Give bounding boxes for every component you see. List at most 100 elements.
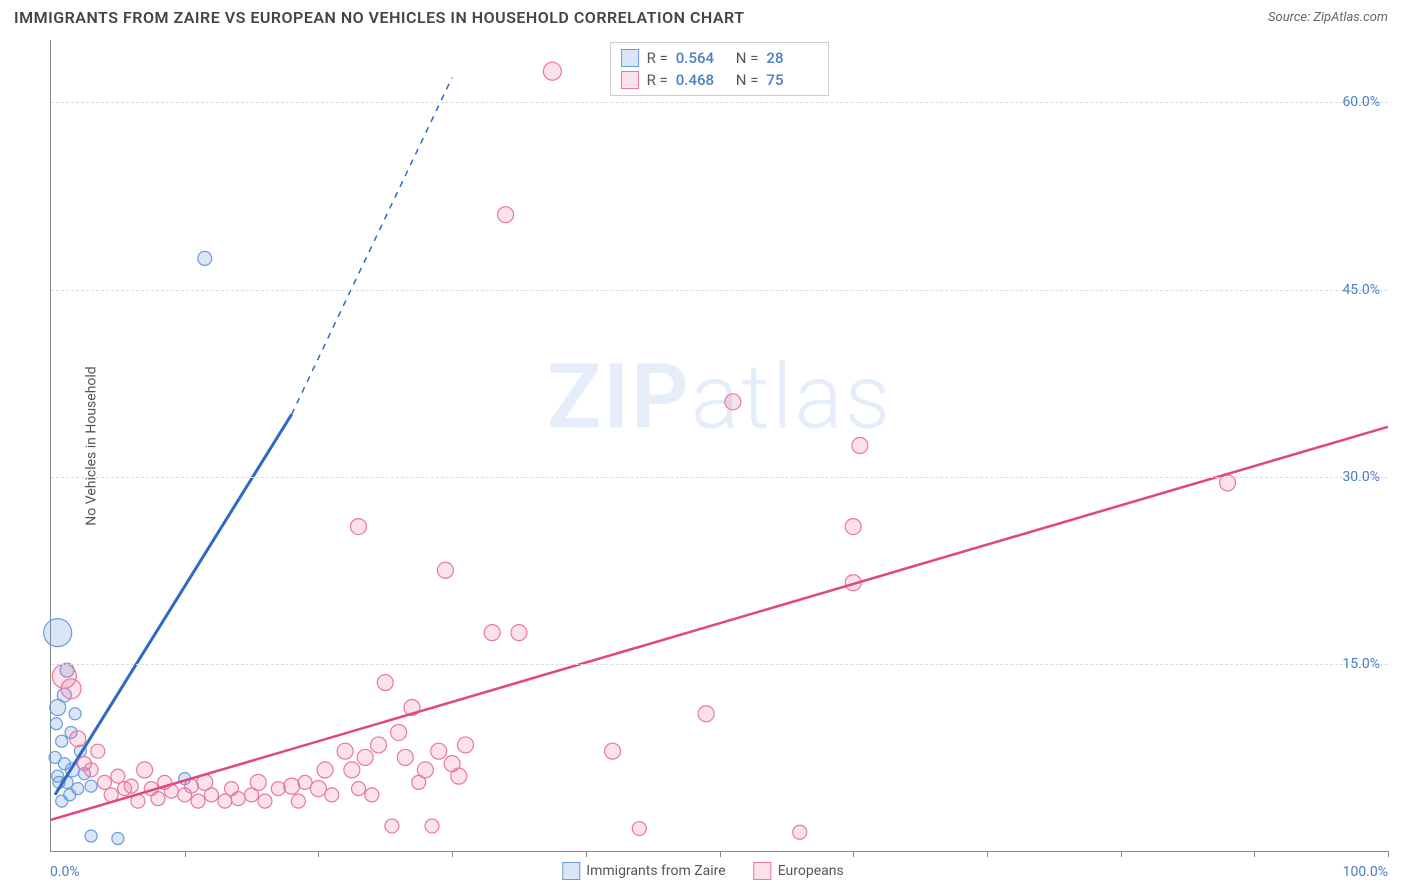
scatter-svg: [51, 40, 1388, 851]
grid-line: [51, 290, 1388, 291]
data-point: [357, 749, 373, 765]
data-point: [85, 830, 97, 842]
grid-line: [51, 477, 1388, 478]
x-tick-mark: [318, 851, 319, 857]
x-tick-mark: [1121, 851, 1122, 857]
r-label: R =: [647, 71, 668, 89]
data-point: [61, 679, 81, 699]
data-point: [291, 794, 305, 808]
data-point: [50, 718, 62, 730]
x-tick-mark: [987, 851, 988, 857]
data-point: [50, 700, 66, 716]
data-point: [397, 749, 413, 765]
data-point: [344, 762, 360, 778]
swatch-icon: [562, 862, 580, 880]
stats-legend: R = 0.564 N = 28 R = 0.468 N = 75: [610, 42, 830, 96]
data-point: [218, 794, 232, 808]
data-point: [317, 762, 333, 778]
data-point: [391, 724, 407, 740]
x-tick-mark: [720, 851, 721, 857]
data-point: [352, 782, 366, 796]
n-value: 28: [766, 49, 818, 67]
x-tick-mark: [853, 851, 854, 857]
data-point: [271, 782, 285, 796]
data-point: [337, 743, 353, 759]
data-point: [91, 744, 105, 758]
stats-row: R = 0.468 N = 75: [621, 69, 819, 91]
plot-area: ZIPatlas R = 0.564 N = 28 R = 0.468 N = …: [50, 40, 1388, 852]
data-point: [137, 762, 153, 778]
data-point: [371, 737, 387, 753]
data-point: [310, 781, 326, 797]
data-point: [417, 762, 433, 778]
data-point: [605, 743, 621, 759]
stats-row: R = 0.564 N = 28: [621, 47, 819, 69]
data-point: [698, 706, 714, 722]
n-label: N =: [736, 71, 759, 89]
data-point: [852, 438, 868, 454]
data-point: [385, 819, 399, 833]
x-tick-mark: [1254, 851, 1255, 857]
data-point: [250, 774, 266, 790]
chart-title: IMMIGRANTS FROM ZAIRE VS EUROPEAN NO VEH…: [14, 8, 745, 27]
data-point: [151, 792, 165, 806]
data-point: [97, 775, 111, 789]
legend-item: Immigrants from Zaire: [562, 862, 725, 880]
x-axis-max: 100.0%: [1343, 864, 1388, 880]
data-point: [69, 708, 81, 720]
x-tick-mark: [185, 851, 186, 857]
legend-label: Immigrants from Zaire: [586, 863, 725, 879]
data-point: [511, 625, 527, 641]
data-point: [84, 763, 98, 777]
data-point: [70, 731, 86, 747]
data-point: [845, 519, 861, 535]
data-point: [56, 795, 68, 807]
data-point: [457, 737, 473, 753]
y-tick-label: 30.0%: [1342, 469, 1380, 485]
data-point: [437, 562, 453, 578]
data-point: [111, 769, 125, 783]
data-point: [191, 794, 205, 808]
data-point: [44, 619, 72, 647]
data-point: [451, 768, 467, 784]
data-point: [543, 62, 561, 80]
trend-line-dashed: [292, 77, 452, 414]
trend-line: [55, 414, 292, 795]
n-value: 75: [766, 71, 818, 89]
chart-header: IMMIGRANTS FROM ZAIRE VS EUROPEAN NO VEH…: [0, 0, 1406, 31]
data-point: [351, 519, 367, 535]
n-label: N =: [736, 49, 759, 67]
data-point: [124, 779, 138, 793]
data-point: [325, 788, 339, 802]
x-axis-min: 0.0%: [50, 864, 80, 880]
r-value: 0.468: [676, 71, 728, 89]
r-value: 0.564: [676, 49, 728, 67]
data-point: [204, 788, 218, 802]
r-label: R =: [647, 49, 668, 67]
trend-line: [51, 427, 1388, 820]
series-legend: Immigrants from Zaire Europeans: [562, 862, 843, 880]
source-label: Source: ZipAtlas.com: [1268, 10, 1388, 25]
data-point: [484, 625, 500, 641]
x-tick-mark: [1388, 851, 1389, 857]
data-point: [85, 780, 97, 792]
data-point: [56, 735, 68, 747]
y-tick-label: 60.0%: [1342, 94, 1380, 110]
data-point: [112, 833, 124, 845]
data-point: [725, 394, 741, 410]
data-point: [198, 251, 212, 265]
data-point: [231, 792, 245, 806]
y-tick-label: 45.0%: [1342, 282, 1380, 298]
data-point: [365, 788, 379, 802]
y-tick-label: 15.0%: [1342, 656, 1380, 672]
data-point: [431, 743, 447, 759]
data-point: [498, 207, 514, 223]
data-point: [284, 778, 300, 794]
legend-item: Europeans: [754, 862, 844, 880]
x-tick-mark: [452, 851, 453, 857]
data-point: [425, 819, 439, 833]
data-point: [377, 675, 393, 691]
legend-label: Europeans: [778, 863, 844, 879]
data-point: [793, 825, 807, 839]
swatch-icon: [754, 862, 772, 880]
